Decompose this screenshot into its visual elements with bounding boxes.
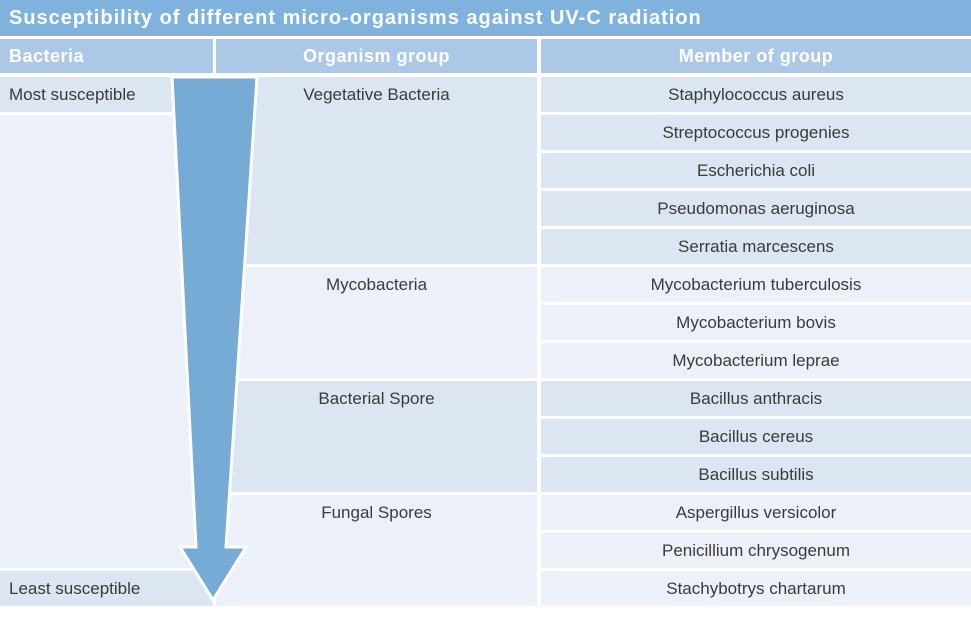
member-row: Aspergillus versicolor	[541, 495, 971, 530]
group-cell-fungal-spores: Fungal Spores	[216, 495, 537, 606]
member-row: Mycobacterium tuberculosis	[541, 267, 971, 302]
page-title: Susceptibility of different micro-organi…	[9, 7, 702, 29]
group-label: Fungal Spores	[321, 503, 432, 522]
member-row: Penicillium chrysogenum	[541, 533, 971, 568]
member-row: Pseudomonas aeruginosa	[541, 191, 971, 226]
group-cell-bacterial-spore: Bacterial Spore	[216, 381, 537, 492]
group-label: Vegetative Bacteria	[303, 85, 450, 104]
member-row: Bacillus cereus	[541, 419, 971, 454]
member-row: Serratia marcescens	[541, 229, 971, 264]
member-row: Bacillus subtilis	[541, 457, 971, 492]
member-row: Stachybotrys chartarum	[541, 571, 971, 606]
susceptibility-scale-track	[0, 115, 213, 568]
column-header-organism-group: Organism group	[216, 39, 537, 73]
group-cell-mycobacteria: Mycobacteria	[216, 267, 537, 378]
member-row: Staphylococcus aureus	[541, 77, 971, 112]
group-label: Mycobacteria	[325, 275, 428, 294]
column-header-member-of-group: Member of group	[541, 39, 971, 73]
member-row: Mycobacterium leprae	[541, 343, 971, 378]
least-susceptible-label: Least susceptible	[0, 571, 213, 606]
most-susceptible-label: Most susceptible	[0, 77, 213, 112]
column-header-bacteria: Bacteria	[0, 39, 213, 73]
member-row: Escherichia coli	[541, 153, 971, 188]
group-cell-vegetative-bacteria: Vegetative Bacteria	[216, 77, 537, 264]
title-bar: Susceptibility of different micro-organi…	[0, 0, 971, 36]
group-label: Bacterial Spore	[318, 389, 435, 408]
member-row: Bacillus anthracis	[541, 381, 971, 416]
member-row: Mycobacterium bovis	[541, 305, 971, 340]
member-row: Streptococcus progenies	[541, 115, 971, 150]
